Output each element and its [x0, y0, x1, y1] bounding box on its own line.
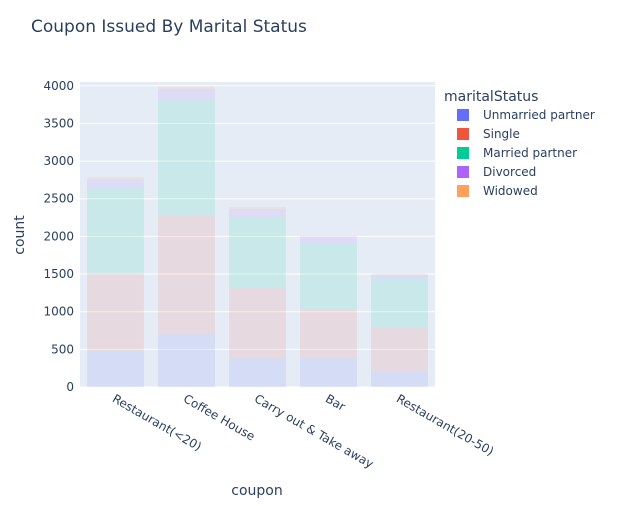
- bar-segment[interactable]: [371, 371, 428, 387]
- bar-segment[interactable]: [300, 236, 357, 244]
- legend[interactable]: Unmarried partner Single Married partner Di…: [457, 108, 595, 198]
- y-tick-label: 1500: [43, 267, 74, 281]
- bars: [87, 86, 428, 387]
- y-tick-label: 3000: [43, 154, 74, 168]
- legend-label: Unmarried partner: [483, 108, 595, 122]
- x-tick-label: Carry out & Take away: [252, 391, 376, 471]
- bar-segment[interactable]: [87, 274, 144, 351]
- bar-segment[interactable]: [158, 334, 215, 387]
- x-tick-label: Restaurant(20-50): [394, 391, 496, 458]
- bar-segment[interactable]: [229, 209, 286, 217]
- bar-segment[interactable]: [371, 274, 428, 279]
- bar-segment[interactable]: [300, 235, 357, 237]
- legend-label: Single: [483, 127, 520, 141]
- bar-segment[interactable]: [371, 328, 428, 372]
- bar-segment[interactable]: [371, 273, 428, 275]
- legend-label: Widowed: [483, 184, 538, 198]
- y-axis-title: count: [12, 215, 28, 255]
- legend-item[interactable]: Widowed: [457, 184, 538, 198]
- legend-swatch: [457, 147, 469, 159]
- bar-segment[interactable]: [300, 358, 357, 387]
- y-tick-label: 1000: [43, 305, 74, 319]
- bar-segment[interactable]: [87, 176, 144, 180]
- bar-segment[interactable]: [229, 288, 286, 359]
- legend-item[interactable]: Unmarried partner: [457, 108, 595, 122]
- plot-area: [80, 82, 435, 387]
- bar-segment[interactable]: [87, 350, 144, 387]
- bar-segment[interactable]: [158, 86, 215, 89]
- legend-swatch: [457, 128, 469, 140]
- bar-segment[interactable]: [158, 216, 215, 335]
- legend-label: Married partner: [483, 146, 577, 160]
- legend-item[interactable]: Divorced: [457, 165, 536, 179]
- y-tick-label: 3500: [43, 116, 74, 130]
- legend-title: maritalStatus: [444, 89, 538, 105]
- bar-segment[interactable]: [158, 100, 215, 217]
- x-axis-title: coupon: [231, 483, 282, 499]
- legend-swatch: [457, 166, 469, 178]
- legend-item[interactable]: Single: [457, 127, 520, 141]
- y-tick-label: 2500: [43, 192, 74, 206]
- y-tick-label: 500: [51, 342, 74, 356]
- bar-segment[interactable]: [229, 358, 286, 387]
- y-tick-label: 2000: [43, 229, 74, 243]
- bar-segment[interactable]: [300, 243, 357, 310]
- bar-segment[interactable]: [87, 179, 144, 189]
- legend-label: Divorced: [483, 165, 536, 179]
- bar-segment[interactable]: [87, 188, 144, 275]
- x-tick-label: Bar: [323, 391, 348, 413]
- bar-segment[interactable]: [300, 309, 357, 359]
- y-tick-label: 0: [66, 380, 74, 394]
- chart-title: Coupon Issued By Marital Status: [31, 17, 307, 37]
- bar-segment[interactable]: [229, 216, 286, 289]
- bar-segment[interactable]: [371, 278, 428, 329]
- y-tick-label: 4000: [43, 79, 74, 93]
- y-tick-labels: 0 500 1000 1500 2000 2500 3000 3500 4000: [43, 79, 74, 394]
- grid-lines: [80, 85, 435, 388]
- legend-swatch: [457, 185, 469, 197]
- legend-item[interactable]: Married partner: [457, 146, 577, 160]
- legend-swatch: [457, 109, 469, 121]
- bar-segment[interactable]: [229, 207, 286, 210]
- bar-segment[interactable]: [158, 88, 215, 101]
